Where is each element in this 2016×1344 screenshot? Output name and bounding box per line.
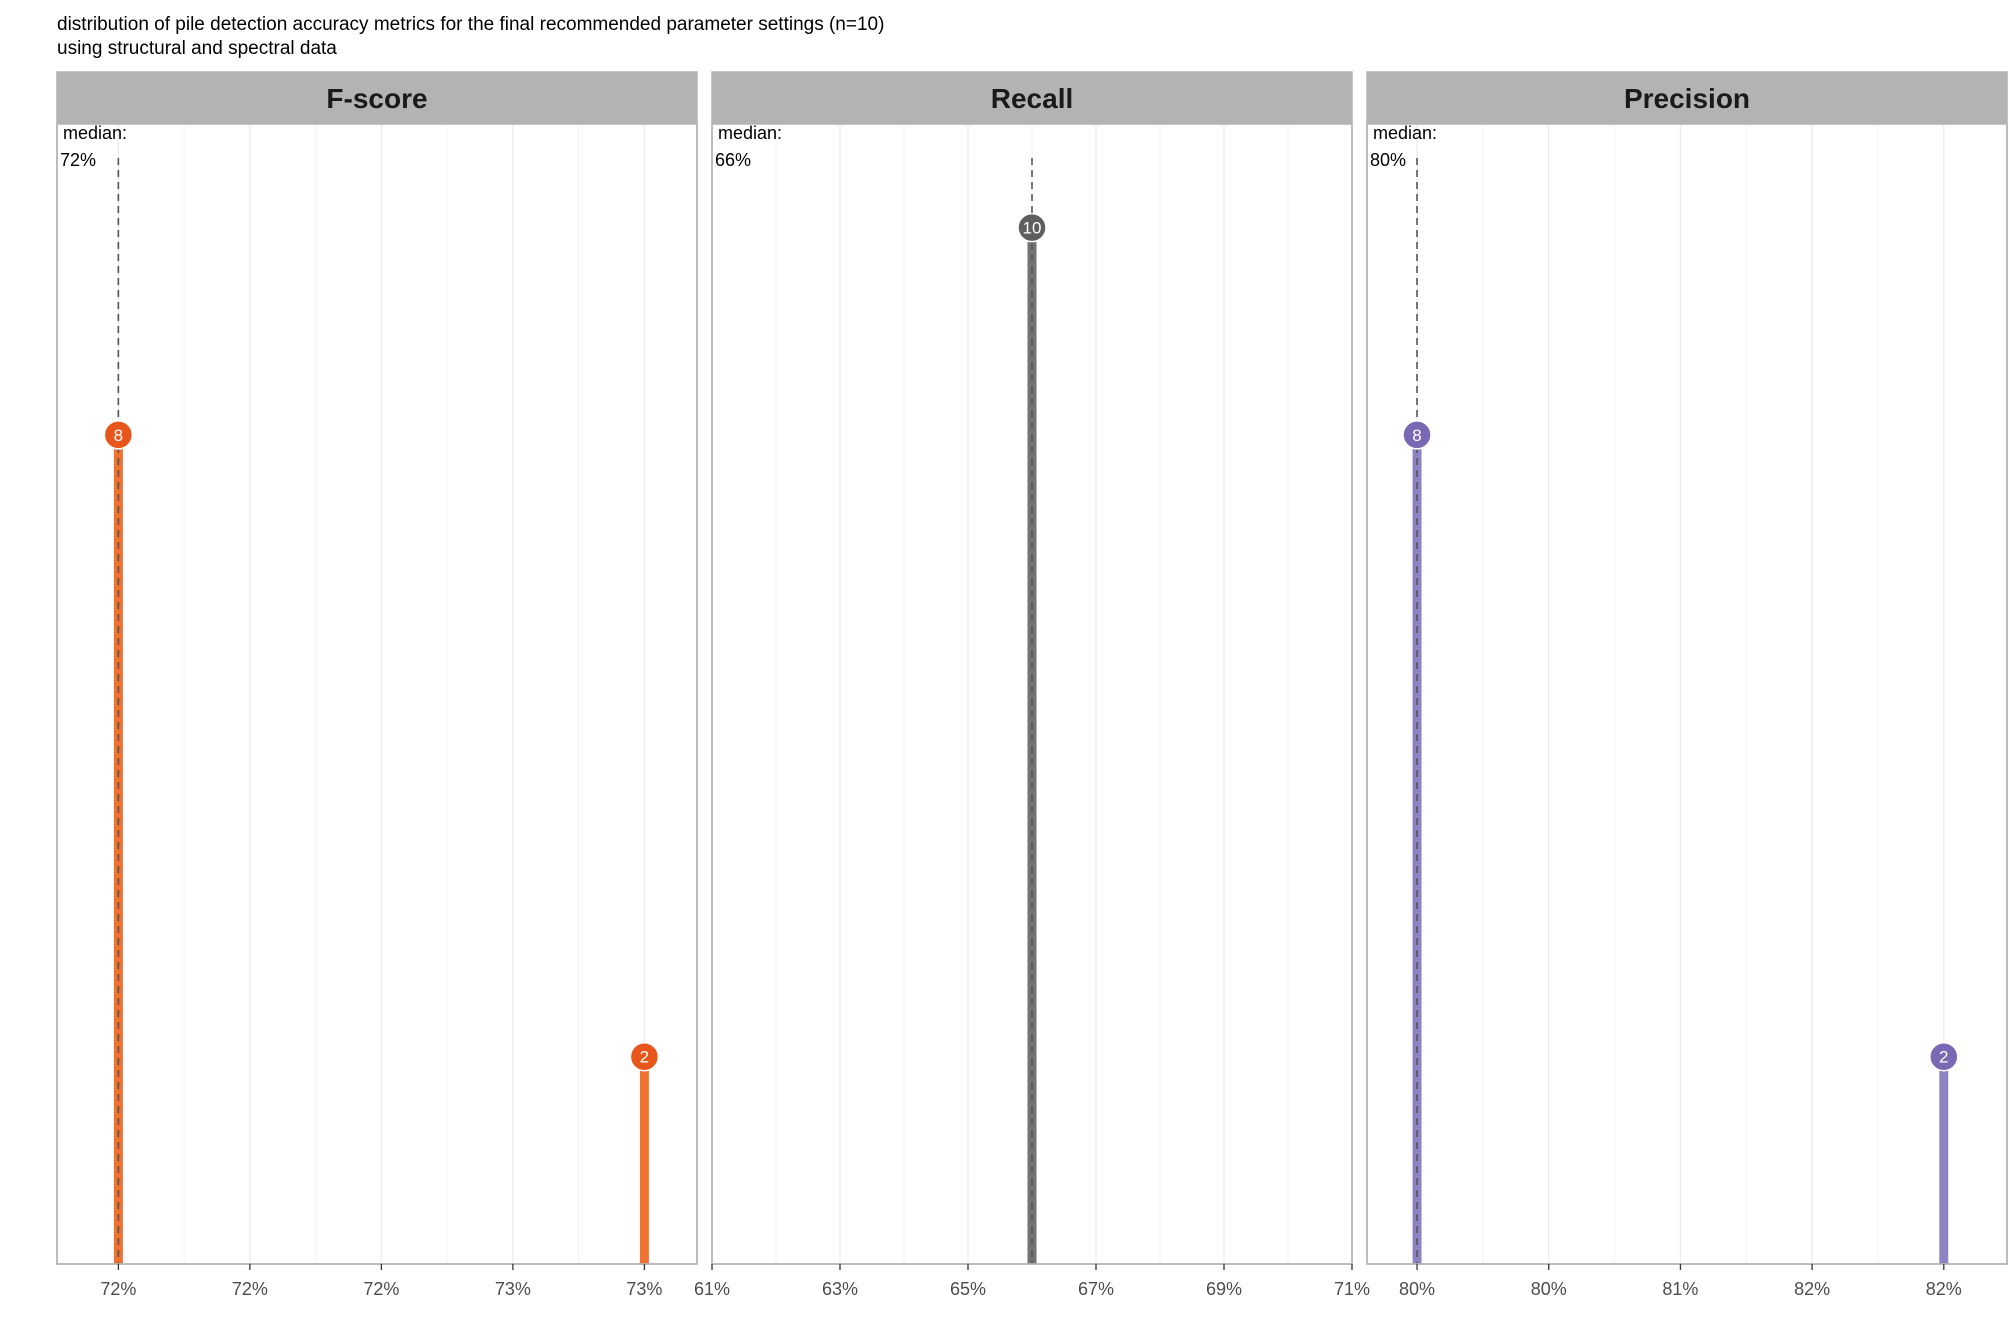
chart-title: distribution of pile detection accuracy … bbox=[57, 14, 884, 35]
x-tick-label: 82% bbox=[1926, 1279, 1962, 1299]
facet-strip bbox=[57, 72, 697, 124]
x-tick-label: 73% bbox=[495, 1279, 531, 1299]
panel-background bbox=[1367, 124, 2007, 1264]
panel-recall: Recall 10 median: 66% 61% 63% 65% 67% 69% 71% bbox=[694, 71, 1370, 1299]
x-tick-label: 65% bbox=[950, 1279, 986, 1299]
x-tick-label: 72% bbox=[363, 1279, 399, 1299]
panel-background bbox=[57, 124, 697, 1264]
facet-strip-label: Precision bbox=[1624, 83, 1750, 114]
lollipop-point bbox=[1929, 1041, 1959, 1072]
lollipop-point bbox=[103, 420, 134, 450]
facet-panels: F-score 8 2 median: 72% 72% 72% 72% 73% 73% Recall… bbox=[56, 71, 2008, 1299]
lollipop-point bbox=[1402, 420, 1432, 450]
panel-outline bbox=[56, 71, 698, 1265]
x-tick-label: 80% bbox=[1399, 1279, 1435, 1299]
x-tick-label: 67% bbox=[1078, 1279, 1114, 1299]
panel-outline bbox=[711, 71, 1353, 1265]
count-label: 8 bbox=[1412, 426, 1421, 445]
median-annotation-value: 66% bbox=[715, 150, 751, 170]
facet-strip-label: F-score bbox=[326, 83, 427, 114]
x-tick-label: 81% bbox=[1662, 1279, 1698, 1299]
x-tick-label: 72% bbox=[100, 1279, 136, 1299]
count-label: 10 bbox=[1023, 219, 1042, 238]
x-tick-label: 82% bbox=[1794, 1279, 1830, 1299]
x-tick-label: 69% bbox=[1206, 1279, 1242, 1299]
lollipop-point bbox=[1017, 212, 1047, 243]
median-annotation-label: median: bbox=[718, 123, 782, 143]
median-annotation-label: median: bbox=[63, 123, 127, 143]
x-tick-label: 80% bbox=[1531, 1279, 1567, 1299]
facet-strip bbox=[712, 72, 1352, 124]
chart-subtitle: using structural and spectral data bbox=[57, 38, 337, 59]
x-tick-label: 72% bbox=[232, 1279, 268, 1299]
lollipop-point bbox=[629, 1041, 660, 1072]
x-tick-label: 63% bbox=[822, 1279, 858, 1299]
x-tick-label: 71% bbox=[1334, 1279, 1370, 1299]
count-label: 8 bbox=[114, 426, 123, 445]
panel-precision: Precision 8 2 median: 80% 80% 80% 81% 82% 82% bbox=[1366, 71, 2008, 1299]
median-annotation-value: 80% bbox=[1370, 150, 1406, 170]
x-tick-label: 73% bbox=[626, 1279, 662, 1299]
median-annotation-label: median: bbox=[1373, 123, 1437, 143]
x-tick-label: 61% bbox=[694, 1279, 730, 1299]
count-label: 2 bbox=[640, 1048, 649, 1067]
panel-outline bbox=[1366, 71, 2008, 1265]
facet-strip bbox=[1367, 72, 2007, 124]
facet-strip-label: Recall bbox=[991, 83, 1074, 114]
panel-f-score: F-score 8 2 median: 72% 72% 72% 72% 73% 73% bbox=[56, 71, 698, 1299]
count-label: 2 bbox=[1939, 1048, 1948, 1067]
median-annotation-value: 72% bbox=[60, 150, 96, 170]
